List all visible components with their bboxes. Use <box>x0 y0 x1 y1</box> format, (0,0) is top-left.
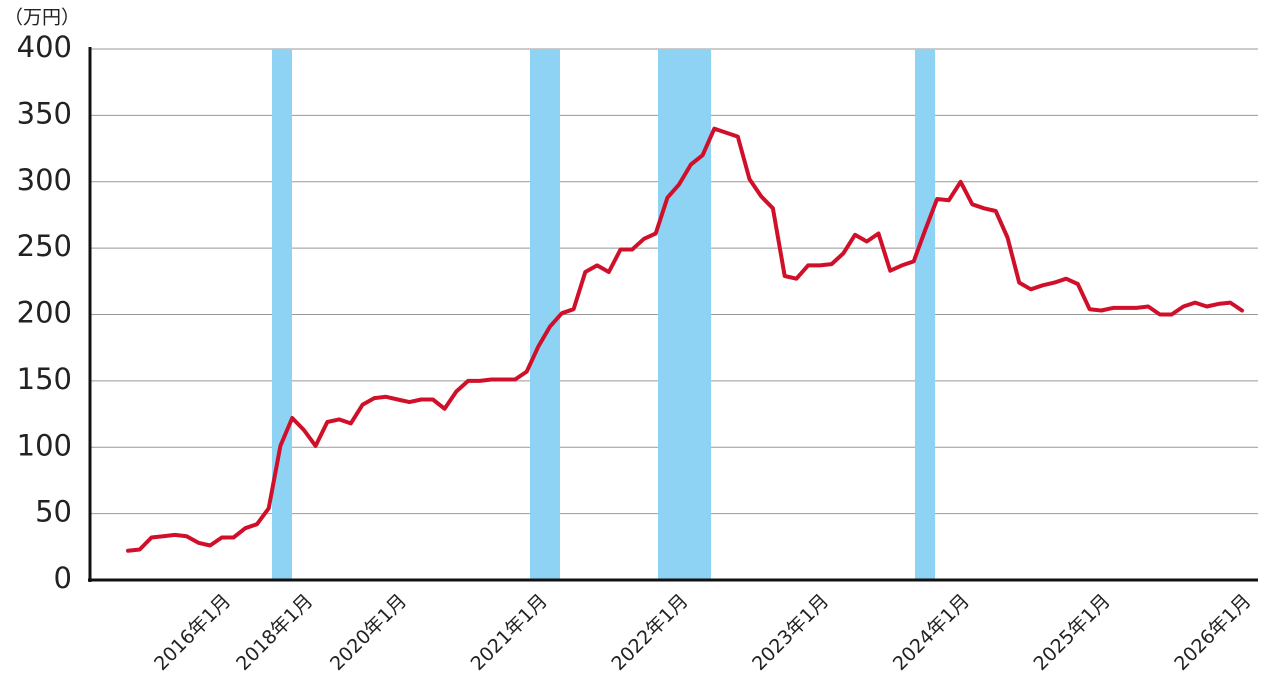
x-tick-label: 2022年1月 <box>607 590 692 675</box>
y-tick-label: 400 <box>17 30 72 64</box>
x-tick-label: 2016年1月 <box>150 590 235 675</box>
x-tick-label: 2020年1月 <box>326 590 411 675</box>
y-tick-label: 0 <box>54 561 72 595</box>
x-tick-label: 2025年1月 <box>1030 590 1115 675</box>
y-tick-label: 150 <box>17 362 72 396</box>
data-line <box>126 126 1244 553</box>
band <box>530 49 560 580</box>
band <box>915 49 935 580</box>
x-tick-label: 2018年1月 <box>232 590 317 675</box>
highlight-bands <box>272 49 935 580</box>
x-tick-label: 2026年1月 <box>1170 590 1255 675</box>
y-tick-label: 100 <box>17 428 72 462</box>
y-tick-label: 250 <box>17 229 72 263</box>
y-axis-unit: （万円） <box>4 7 80 29</box>
x-tick-label: 2023年1月 <box>748 590 833 675</box>
x-tick-label: 2024年1月 <box>889 590 974 675</box>
band <box>272 49 292 580</box>
y-tick-label: 200 <box>17 296 72 330</box>
band <box>658 49 711 580</box>
y-tick-label: 50 <box>35 495 72 529</box>
y-tick-label: 350 <box>17 96 72 130</box>
y-tick-label: 300 <box>17 163 72 197</box>
x-tick-label: 2021年1月 <box>467 590 552 675</box>
plot <box>126 126 1244 553</box>
